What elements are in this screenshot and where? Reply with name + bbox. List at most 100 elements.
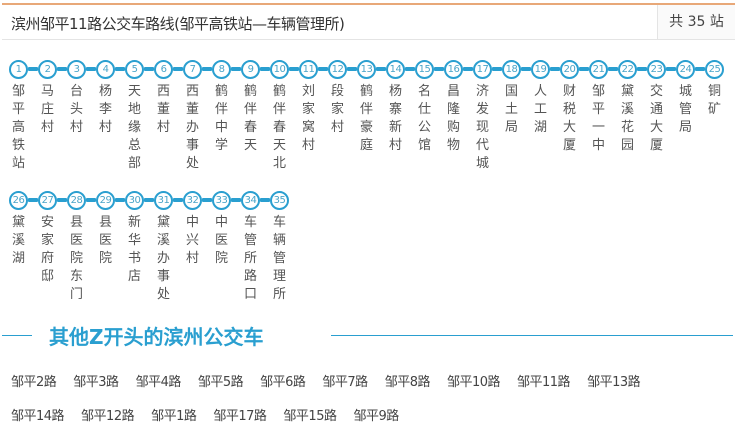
station-number: 28 bbox=[67, 191, 86, 210]
station-number: 2 bbox=[38, 60, 57, 79]
station-name[interactable]: 车辆管理所 bbox=[272, 215, 286, 302]
route-link[interactable]: 邹平5路 bbox=[197, 375, 244, 390]
route-links: 邹平14路 邹平12路 邹平1路 邹平17路 邹平15路 邹平9路 bbox=[11, 405, 731, 424]
route-link[interactable]: 邹平4路 bbox=[135, 375, 182, 390]
station-name[interactable]: 济发现代城 bbox=[475, 84, 489, 171]
connector bbox=[144, 67, 154, 71]
connector bbox=[115, 67, 125, 71]
connector bbox=[521, 67, 531, 71]
route-link[interactable]: 邹平13路 bbox=[587, 375, 641, 390]
connector bbox=[463, 67, 473, 71]
connector bbox=[492, 67, 502, 71]
route-link[interactable]: 邹平2路 bbox=[11, 375, 57, 390]
station-name[interactable]: 交通大厦 bbox=[649, 84, 663, 153]
route-link[interactable]: 邹平1路 bbox=[151, 409, 197, 424]
connector bbox=[550, 67, 560, 71]
station-name[interactable]: 杨李村 bbox=[98, 84, 112, 135]
station-number: 5 bbox=[125, 60, 144, 79]
station-name[interactable]: 财税大厦 bbox=[562, 84, 576, 153]
station-name[interactable]: 城管局 bbox=[678, 84, 692, 135]
station-name[interactable]: 国土局 bbox=[504, 84, 518, 135]
station-number: 23 bbox=[647, 60, 666, 79]
station-name[interactable]: 黛溪办事处 bbox=[156, 215, 170, 302]
station-name[interactable]: 县医院 bbox=[98, 215, 112, 266]
route-link[interactable]: 邹平14路 bbox=[11, 409, 65, 424]
connector bbox=[318, 67, 328, 71]
station-name[interactable]: 鹤伴春天 bbox=[243, 84, 257, 153]
route-header: 滨州邹平11路公交车路线(邹平高铁站—车辆管理所) 共 35 站 bbox=[2, 3, 735, 40]
station-name[interactable]: 人工湖 bbox=[533, 84, 547, 135]
station-number: 13 bbox=[357, 60, 376, 79]
connector bbox=[695, 67, 705, 71]
station-name[interactable]: 天地缘总部 bbox=[127, 84, 141, 171]
section-title: 其他Z开头的滨州公交车 bbox=[49, 325, 264, 349]
station-number: 27 bbox=[38, 191, 57, 210]
divider bbox=[2, 335, 32, 336]
route-links: 邹平2路 邹平3路 邹平4路 邹平5路 邹平6路 邹平7路 邹平8路 邹平10路 邹平11路 邹平… bbox=[11, 371, 731, 390]
station-name[interactable]: 邹平高铁站 bbox=[11, 84, 25, 171]
station-name[interactable]: 邹平一中 bbox=[591, 84, 605, 153]
station-number: 10 bbox=[270, 60, 289, 79]
station-name[interactable]: 铜矿 bbox=[707, 84, 721, 117]
route-link[interactable]: 邹平11路 bbox=[517, 375, 571, 390]
station-number: 19 bbox=[531, 60, 550, 79]
connector bbox=[608, 67, 618, 71]
station-number: 30 bbox=[125, 191, 144, 210]
station-number: 15 bbox=[415, 60, 434, 79]
connector bbox=[115, 198, 125, 202]
connector bbox=[376, 67, 386, 71]
station-number: 8 bbox=[212, 60, 231, 79]
route-link[interactable]: 邹平15路 bbox=[283, 409, 337, 424]
station-number: 25 bbox=[705, 60, 724, 79]
route-link[interactable]: 邹平12路 bbox=[81, 409, 135, 424]
station-name[interactable]: 中兴村 bbox=[185, 215, 199, 266]
connector bbox=[202, 67, 212, 71]
station-name[interactable]: 鹤伴春天北 bbox=[272, 84, 286, 171]
station-number: 20 bbox=[560, 60, 579, 79]
station-name[interactable]: 名仕公馆 bbox=[417, 84, 431, 153]
connector bbox=[666, 67, 676, 71]
route-link[interactable]: 邹平17路 bbox=[213, 409, 267, 424]
station-number: 35 bbox=[270, 191, 289, 210]
station-name[interactable]: 西董办事处 bbox=[185, 84, 199, 171]
route-link[interactable]: 邹平8路 bbox=[384, 375, 431, 390]
station-number: 4 bbox=[96, 60, 115, 79]
station-name[interactable]: 县医院东门 bbox=[69, 215, 83, 302]
station-number: 34 bbox=[241, 191, 260, 210]
station-name[interactable]: 马庄村 bbox=[40, 84, 54, 135]
route-link[interactable]: 邹平7路 bbox=[322, 375, 368, 390]
station-name[interactable]: 刘家窝村 bbox=[301, 84, 315, 153]
station-name[interactable]: 鹤伴中学 bbox=[214, 84, 228, 153]
station-number: 3 bbox=[67, 60, 86, 79]
station-number: 1 bbox=[9, 60, 28, 79]
connector bbox=[405, 67, 415, 71]
station-name[interactable]: 黛溪花园 bbox=[620, 84, 634, 153]
station-name[interactable]: 黛溪湖 bbox=[11, 215, 25, 266]
station-number: 31 bbox=[154, 191, 173, 210]
station-name[interactable]: 昌隆购物 bbox=[446, 84, 460, 153]
station-name[interactable]: 安家府邸 bbox=[40, 215, 54, 284]
station-name[interactable]: 台头村 bbox=[69, 84, 83, 135]
connector bbox=[260, 67, 270, 71]
connector bbox=[434, 67, 444, 71]
station-name[interactable]: 杨寨新村 bbox=[388, 84, 402, 153]
route-link[interactable]: 邹平9路 bbox=[353, 409, 399, 424]
connector bbox=[260, 198, 270, 202]
other-routes-heading: 其他Z开头的滨州公交车 bbox=[0, 320, 735, 350]
station-number: 18 bbox=[502, 60, 521, 79]
station-name[interactable]: 车管所路口 bbox=[243, 215, 257, 302]
station-count: 共 35 站 bbox=[657, 5, 735, 39]
connector bbox=[173, 67, 183, 71]
route-link[interactable]: 邹平6路 bbox=[260, 375, 306, 390]
connector bbox=[173, 198, 183, 202]
station-number: 33 bbox=[212, 191, 231, 210]
station-name[interactable]: 鹤伴豪庭 bbox=[359, 84, 373, 153]
route-link[interactable]: 邹平3路 bbox=[73, 375, 119, 390]
route-link[interactable]: 邹平10路 bbox=[446, 375, 501, 390]
station-name[interactable]: 新华书店 bbox=[127, 215, 141, 284]
station-name[interactable]: 中医院 bbox=[214, 215, 228, 266]
station-number: 11 bbox=[299, 60, 318, 79]
station-name[interactable]: 段家村 bbox=[330, 84, 344, 135]
station-name[interactable]: 西董村 bbox=[156, 84, 170, 135]
connector bbox=[28, 198, 38, 202]
